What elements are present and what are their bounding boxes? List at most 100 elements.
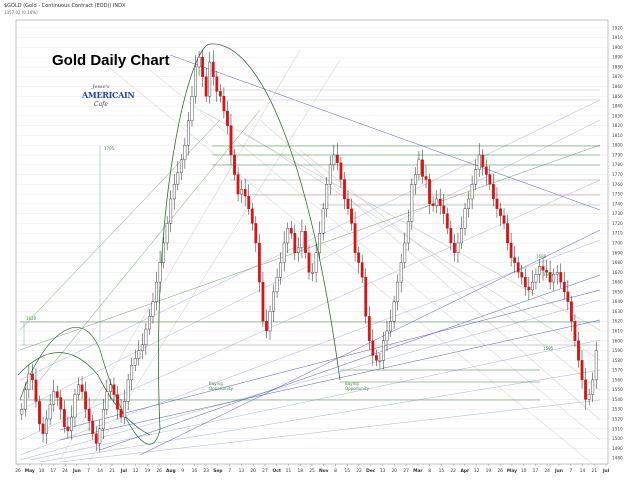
candle xyxy=(179,159,183,173)
candle xyxy=(566,291,570,302)
candle xyxy=(236,174,240,195)
candle xyxy=(339,162,343,180)
candle xyxy=(491,184,495,200)
candle xyxy=(300,231,304,249)
fan-line xyxy=(19,99,601,381)
fan-line xyxy=(59,319,601,441)
y-tick-label: 1640 xyxy=(612,299,623,304)
buying-opportunity-1: Buying Opportunity xyxy=(209,381,234,391)
candle xyxy=(328,164,332,185)
candle xyxy=(268,311,272,332)
x-tick-label: 17 xyxy=(533,468,539,474)
y-tick-label: 1760 xyxy=(612,182,623,187)
x-tick-label: 14 xyxy=(580,468,586,474)
candle xyxy=(116,394,119,410)
candle xyxy=(332,154,336,165)
candle xyxy=(148,316,151,330)
candle xyxy=(254,223,258,244)
x-tick-label: Dec xyxy=(366,468,376,474)
candle xyxy=(226,110,229,126)
candle xyxy=(417,159,421,175)
candle xyxy=(123,401,127,418)
candle xyxy=(541,266,545,271)
x-tick-label: 9 xyxy=(181,468,184,474)
y-tick-label: 1630 xyxy=(612,309,623,314)
y-tick-label: 1720 xyxy=(612,221,623,226)
x-tick-label: 17 xyxy=(50,468,56,474)
candle xyxy=(87,409,91,422)
x-tick-label: 21 xyxy=(109,468,115,474)
candle xyxy=(534,274,538,283)
candle xyxy=(41,423,45,434)
cycle-arc xyxy=(17,352,151,436)
y-tick-label: 1680 xyxy=(612,260,623,265)
candle xyxy=(222,96,226,112)
fan-line xyxy=(19,299,601,461)
candle xyxy=(229,125,233,156)
x-tick-label: 20 xyxy=(392,468,398,474)
candle xyxy=(570,301,573,322)
y-tick-label: 1660 xyxy=(612,280,623,285)
candle xyxy=(23,389,27,410)
y-tick-label: 1730 xyxy=(612,211,623,216)
candle xyxy=(577,340,580,361)
candle xyxy=(594,350,598,381)
candle xyxy=(573,321,577,341)
candle xyxy=(275,277,279,293)
candle xyxy=(91,420,95,434)
y-tick-label: 1700 xyxy=(612,240,623,245)
candle xyxy=(385,330,389,341)
fan-line xyxy=(139,229,601,456)
candle xyxy=(155,281,158,302)
candle xyxy=(197,56,201,68)
candle xyxy=(144,328,148,345)
y-tick-label: 1590 xyxy=(612,348,623,353)
fan-line xyxy=(149,69,601,441)
y-tick-label: 1920 xyxy=(612,25,623,30)
x-tick-label: 23 xyxy=(203,468,209,474)
candle xyxy=(218,91,222,97)
candle xyxy=(520,272,524,278)
candle xyxy=(183,144,187,161)
level-label-1688: 1688 xyxy=(536,254,547,259)
x-tick-label: 26 xyxy=(156,468,162,474)
x-tick-label: 16 xyxy=(192,468,198,474)
candle xyxy=(506,223,509,244)
candle xyxy=(243,188,247,197)
candle xyxy=(452,242,456,253)
x-tick-label: 20 xyxy=(250,468,256,474)
candle xyxy=(474,169,478,185)
candle xyxy=(250,208,254,224)
candle xyxy=(272,291,275,312)
cycle-arc xyxy=(158,43,341,431)
candle xyxy=(286,228,290,244)
candle xyxy=(516,262,520,273)
y-tick-label: 1620 xyxy=(612,319,623,324)
candle xyxy=(587,394,591,400)
x-tick-label: 19 xyxy=(486,468,492,474)
y-tick-label: 1540 xyxy=(612,397,623,402)
y-tick-label: 1740 xyxy=(612,201,623,206)
candle xyxy=(84,391,88,410)
candle xyxy=(140,344,144,351)
candle xyxy=(435,198,439,207)
candle xyxy=(399,262,403,283)
y-tick-label: 1500 xyxy=(612,436,623,441)
candle xyxy=(445,213,449,229)
fan-line xyxy=(239,129,601,361)
candle xyxy=(335,154,339,163)
candle xyxy=(20,409,24,415)
candle xyxy=(424,176,428,180)
candle xyxy=(584,379,587,400)
candle xyxy=(247,195,251,209)
candle xyxy=(467,198,470,209)
x-tick-label: 24 xyxy=(544,468,550,474)
level-label-1795: 1795 xyxy=(104,146,115,151)
candle xyxy=(119,409,123,418)
candle xyxy=(27,373,31,390)
candle xyxy=(484,166,488,175)
x-tick-label: 8 xyxy=(334,468,337,474)
candle xyxy=(321,208,325,234)
fan-line xyxy=(19,144,601,351)
